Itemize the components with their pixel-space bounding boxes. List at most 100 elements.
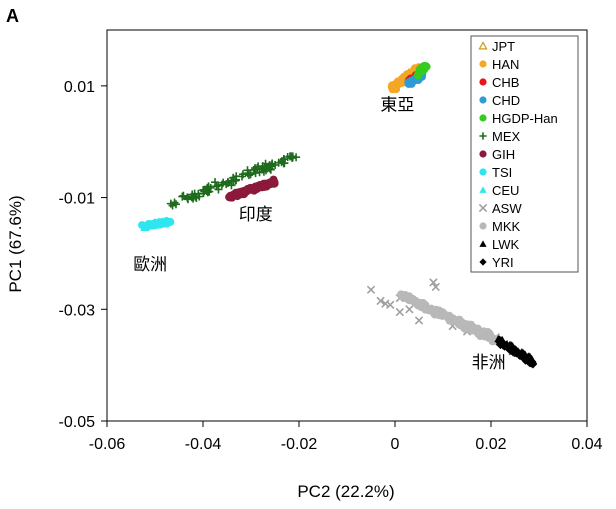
point-hgdp-han <box>420 62 429 71</box>
legend-marker <box>479 78 487 86</box>
legend-marker <box>479 132 487 140</box>
legend-item-mex: MEX <box>479 129 521 144</box>
legend-marker <box>479 222 487 230</box>
y-axis-label: PC1 (67.6%) <box>6 195 25 292</box>
x-tick-label: 0 <box>391 436 400 453</box>
legend-item-asw: ASW <box>478 201 522 216</box>
point-asw <box>386 300 395 309</box>
y-axis: 0.01 -0.01 -0.03 -0.05 <box>59 79 107 431</box>
legend-label: CEU <box>492 183 519 198</box>
legend-item-hgdp-han: HGDP-Han <box>479 111 558 126</box>
point-mex <box>179 191 188 200</box>
y-tick-label: -0.05 <box>59 414 96 431</box>
legend-label: LWK <box>492 237 520 252</box>
series-gih <box>225 175 279 202</box>
point-mkk <box>440 311 449 320</box>
series-yri <box>495 338 538 369</box>
legend-marker <box>479 60 487 68</box>
point-yri <box>527 358 536 367</box>
point-mkk <box>486 333 495 342</box>
point-asw <box>366 285 376 294</box>
y-tick-label: -0.03 <box>59 302 96 319</box>
point-mkk <box>475 329 484 338</box>
point-asw <box>376 296 385 306</box>
data-points <box>138 61 538 369</box>
x-axis-label: PC2 (22.2%) <box>297 482 394 501</box>
legend-item-jpt: JPT <box>478 39 515 54</box>
legend-item-yri: YRI <box>479 255 514 270</box>
point-asw <box>431 282 440 292</box>
point-mkk <box>433 310 442 319</box>
point-gih <box>263 180 272 189</box>
x-tick-label: -0.06 <box>89 436 126 453</box>
point-gih <box>231 191 240 200</box>
point-mex <box>214 181 223 190</box>
legend-marker <box>479 150 487 158</box>
point-mex <box>223 177 232 186</box>
point-han <box>394 80 403 89</box>
point-mkk <box>457 319 466 328</box>
point-mex <box>170 198 179 207</box>
series-mkk <box>397 290 502 346</box>
legend-item-chb: CHB <box>479 75 519 90</box>
point-mex <box>266 165 275 174</box>
point-mkk <box>449 315 458 324</box>
point-chd <box>406 77 415 86</box>
point-mex <box>187 193 196 202</box>
legend-label: MKK <box>492 219 521 234</box>
point-mex <box>262 162 271 171</box>
point-asw <box>405 305 414 314</box>
point-yri <box>497 340 506 349</box>
point-mex <box>200 187 209 196</box>
panel-label: A <box>6 6 19 26</box>
x-tick-label: 0.04 <box>571 436 602 453</box>
series-ceu <box>139 216 172 231</box>
legend-marker <box>479 258 487 266</box>
point-ceu <box>141 223 150 231</box>
point-mex <box>229 173 238 182</box>
point-gih <box>269 179 278 188</box>
point-mkk <box>405 292 414 301</box>
legend-label: CHB <box>492 75 519 90</box>
x-tick-label: 0.02 <box>475 436 506 453</box>
y-tick-label: 0.01 <box>64 79 95 96</box>
point-asw <box>414 316 424 325</box>
region-annotation: 非洲 <box>472 353 506 373</box>
legend-item-lwk: LWK <box>479 237 520 252</box>
y-tick-label: -0.01 <box>59 191 96 208</box>
legend-label: HGDP-Han <box>492 111 558 126</box>
legend-marker <box>478 203 488 213</box>
x-tick-label: -0.02 <box>281 436 318 453</box>
legend-label: TSI <box>492 165 512 180</box>
point-yri <box>508 346 517 355</box>
legend-box <box>470 35 579 273</box>
point-gih <box>254 182 263 191</box>
point-mex <box>257 165 266 174</box>
legend-item-tsi: TSI <box>479 165 512 180</box>
point-mkk <box>424 306 433 315</box>
point-mex <box>171 200 180 209</box>
legend-marker <box>479 114 487 122</box>
point-hgdp-han <box>417 68 426 77</box>
point-mex <box>243 169 252 178</box>
point-yri <box>517 352 526 361</box>
legend-item-mkk: MKK <box>479 219 521 234</box>
legend-marker <box>479 168 487 176</box>
legend-label: GIH <box>492 147 515 162</box>
plot-frame <box>106 29 588 422</box>
point-mkk <box>469 324 478 333</box>
point-gih <box>242 187 251 196</box>
region-annotation: 東亞 <box>380 95 414 115</box>
point-asw <box>429 278 438 287</box>
point-ceu <box>160 217 169 225</box>
point-asw <box>395 307 404 317</box>
series-mex <box>166 152 301 210</box>
point-mex <box>268 159 277 168</box>
legend-item-chd: CHD <box>479 93 520 108</box>
x-tick-label: -0.04 <box>185 436 222 453</box>
point-mex <box>237 172 246 181</box>
legend-item-ceu: CEU <box>479 183 519 198</box>
legend-marker <box>478 41 488 50</box>
